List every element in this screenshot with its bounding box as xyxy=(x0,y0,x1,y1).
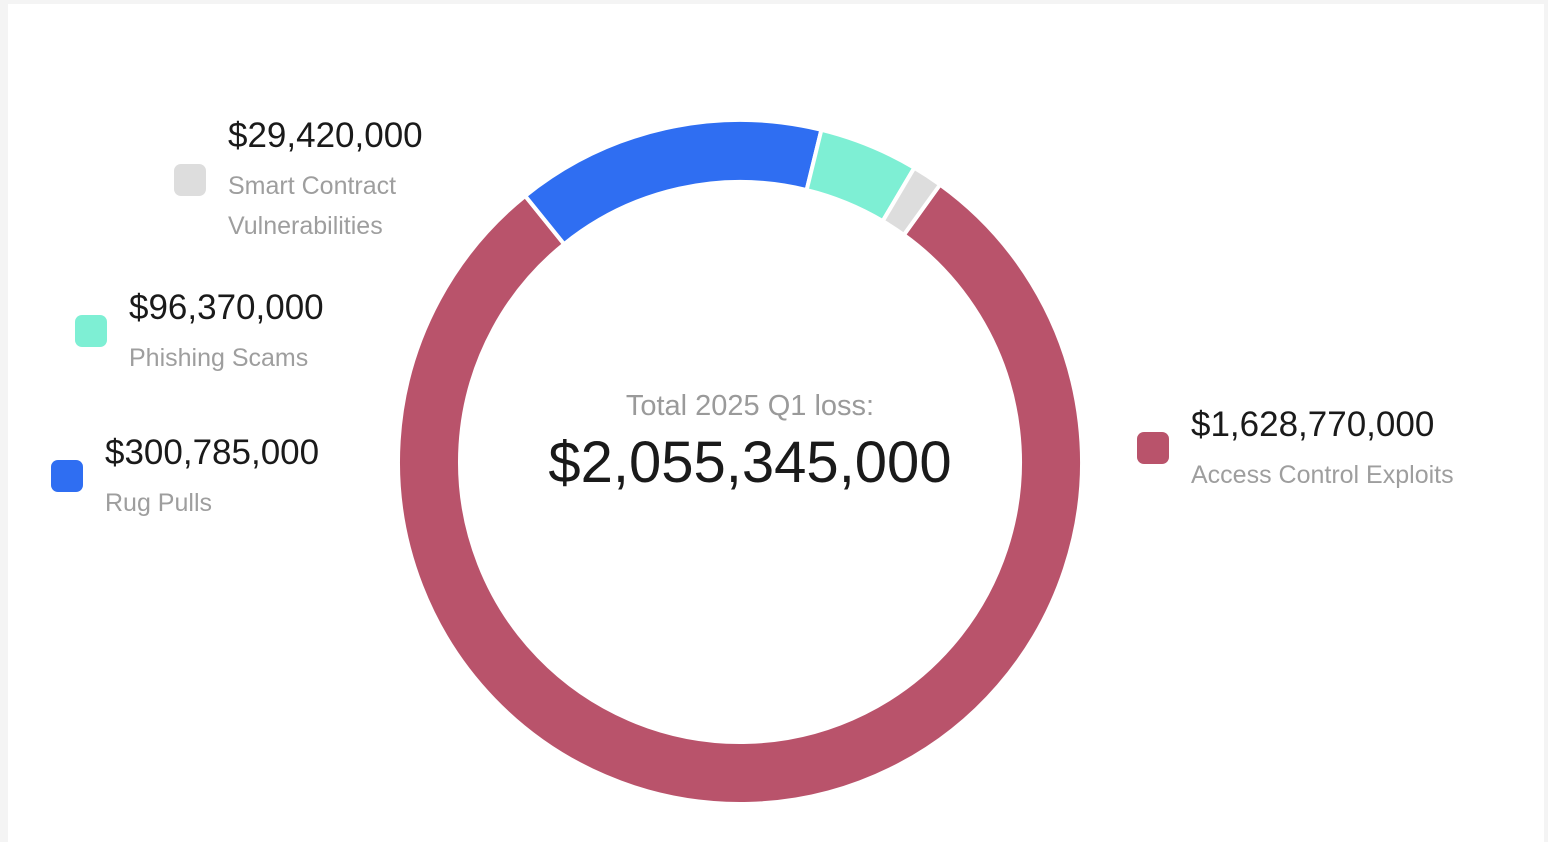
legend-swatch-access-control xyxy=(1137,432,1169,464)
legend-label-phishing: Phishing Scams xyxy=(129,344,309,372)
legend-swatch-smart-contract xyxy=(174,164,206,196)
legend-value-access-control: $1,628,770,000 xyxy=(1191,405,1435,444)
legend-swatch-phishing xyxy=(75,315,107,347)
donut-slice-smart-contract-vulnerabilities xyxy=(879,165,943,238)
legend-label-smart-contract: Smart Contract Vulnerabilities xyxy=(228,166,396,246)
total-label: Total 2025 Q1 loss: xyxy=(625,390,875,422)
legend-value-phishing: $96,370,000 xyxy=(129,288,324,327)
donut-slice-access-control-exploits xyxy=(396,181,1084,806)
legend-label-access-control: Access Control Exploits xyxy=(1191,461,1454,489)
total-value: $2,055,345,000 xyxy=(548,430,952,495)
legend-label-smart-contract-line2: Vulnerabilities xyxy=(228,212,383,240)
legend-swatch-rug-pulls xyxy=(51,460,83,492)
legend-value-rug-pulls: $300,785,000 xyxy=(105,433,320,472)
donut-slice-rug-pulls xyxy=(522,118,824,247)
donut-center: Total 2025 Q1 loss: $2,055,345,000 xyxy=(500,390,1000,496)
legend-label-smart-contract-line1: Smart Contract xyxy=(228,172,397,200)
legend-value-smart-contract: $29,420,000 xyxy=(228,116,423,155)
legend-label-rug-pulls: Rug Pulls xyxy=(105,489,212,517)
